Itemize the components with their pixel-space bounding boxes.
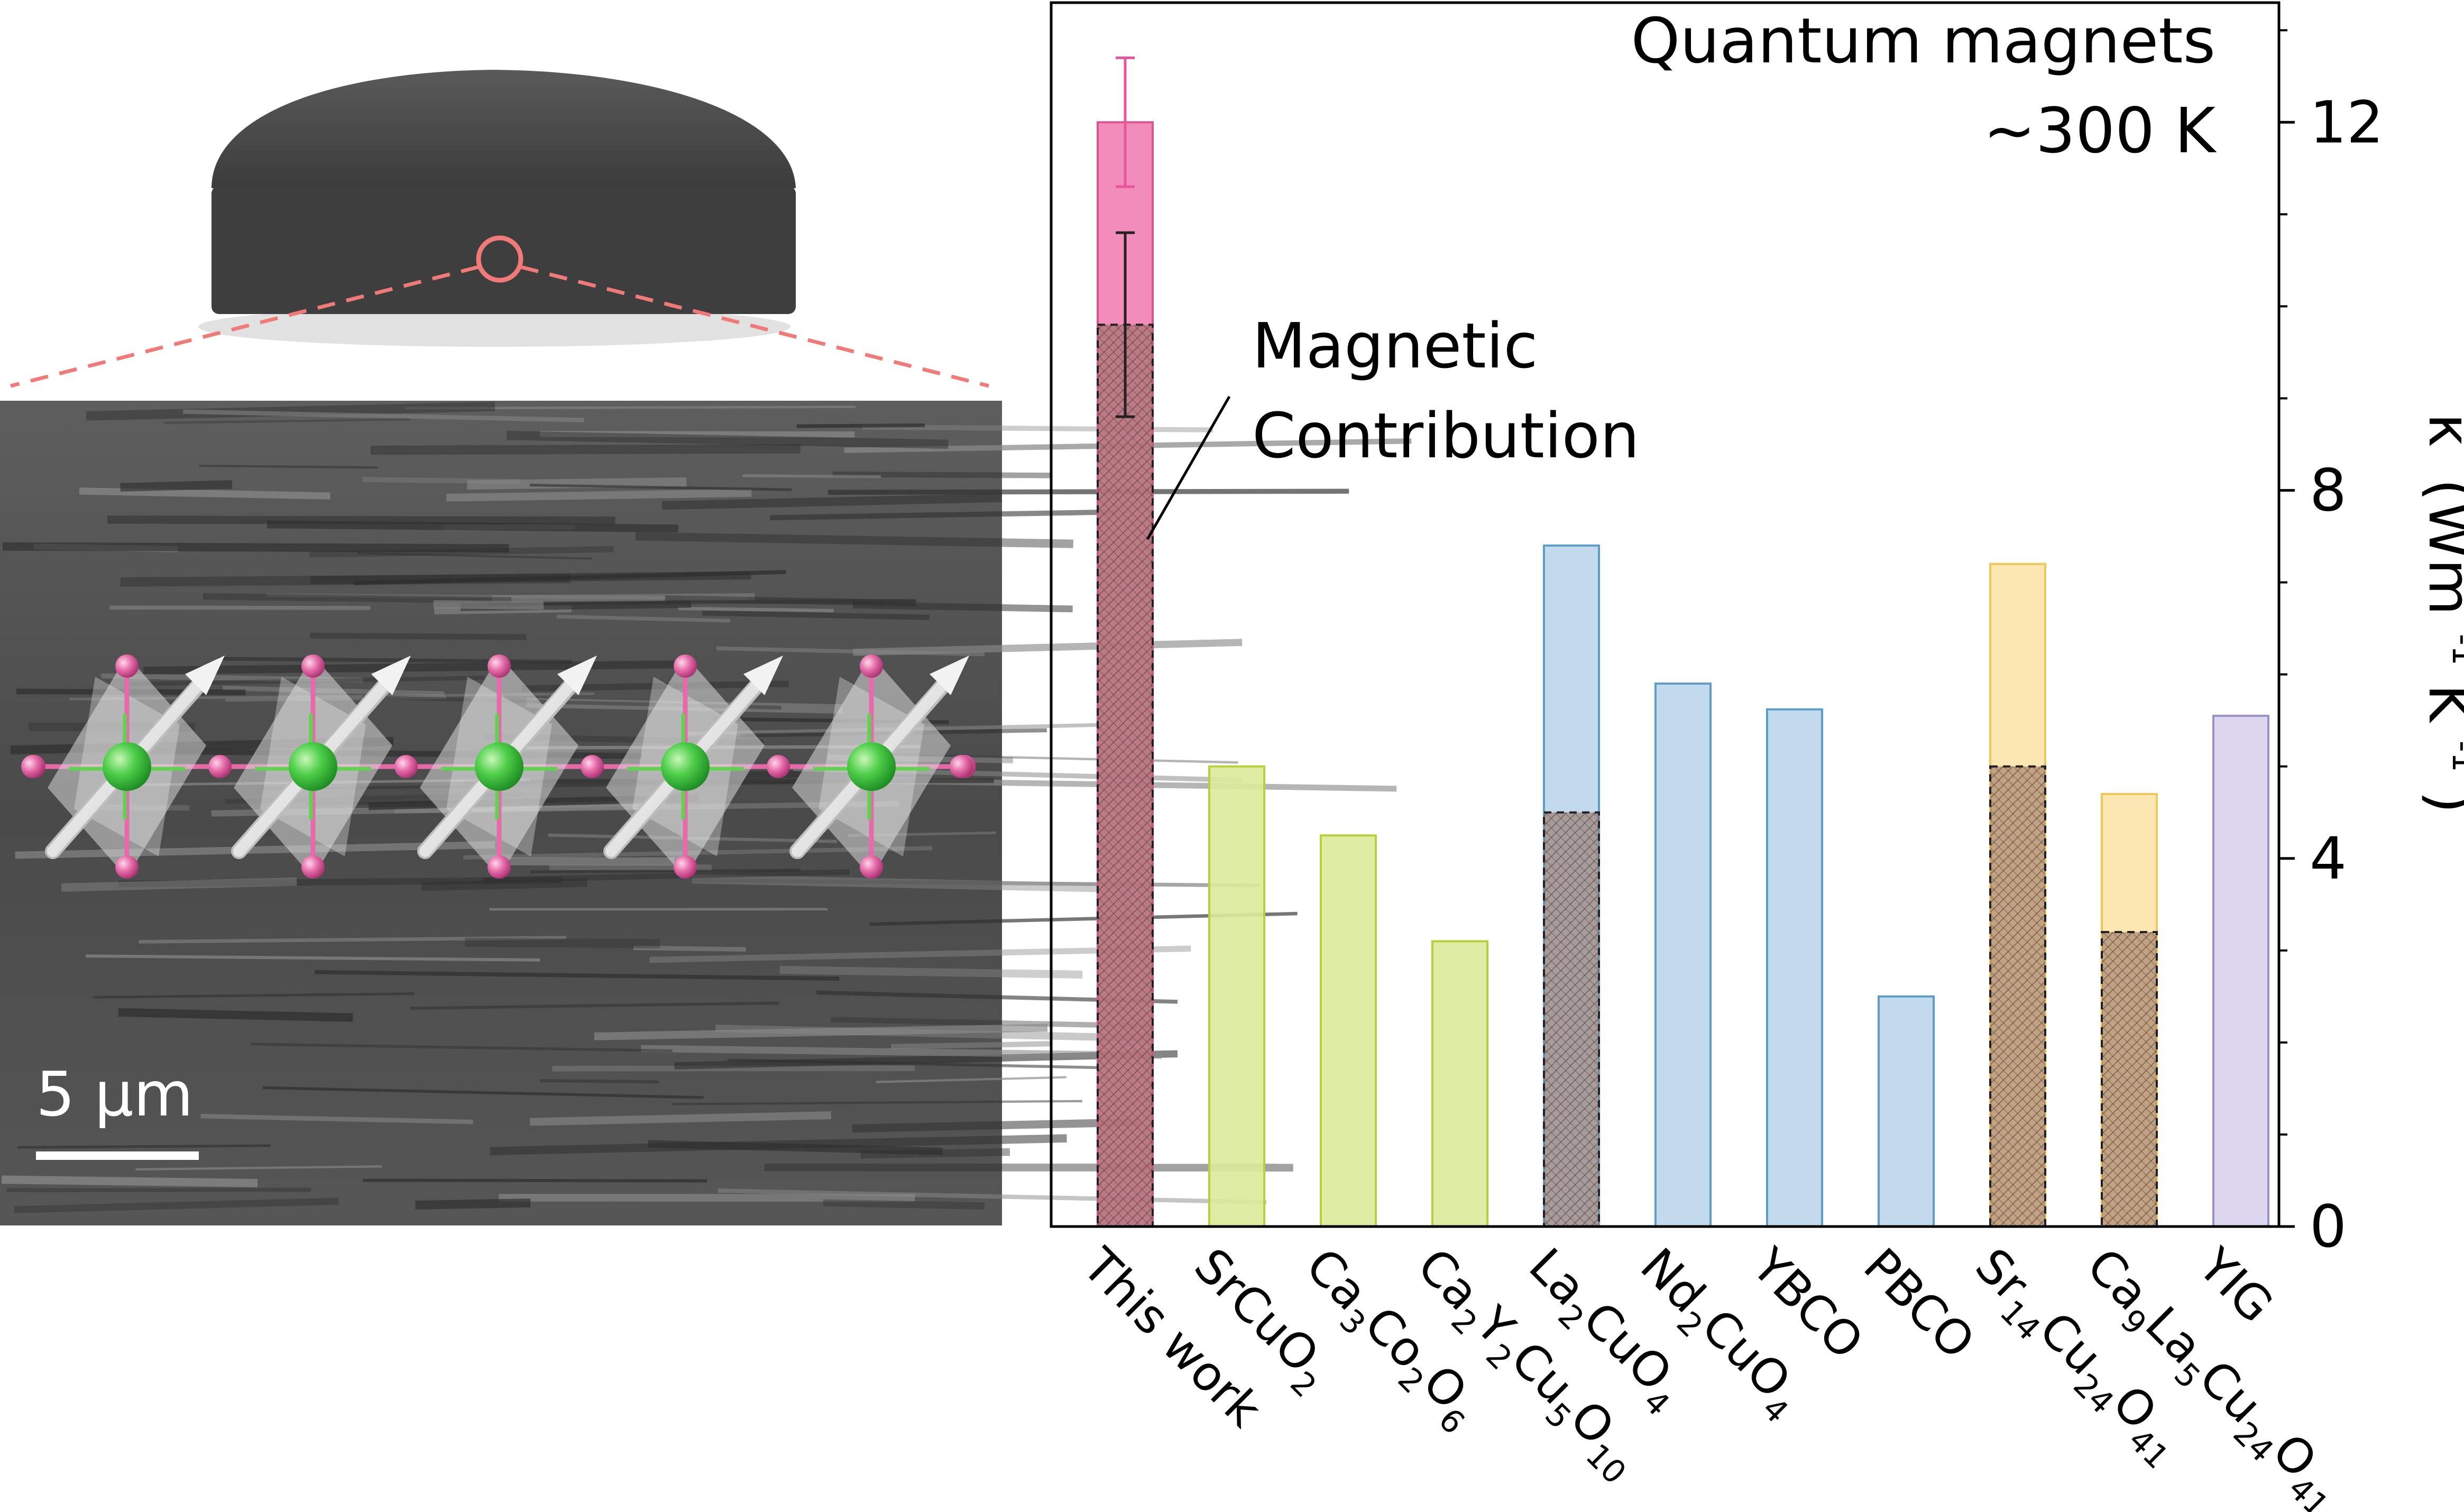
crystal-structure <box>21 654 976 879</box>
magnetic-bar-8 <box>1989 765 2046 1228</box>
annotation-contribution: Contribution <box>1252 399 1640 472</box>
y-tick-label-0: 0 <box>2310 1193 2347 1260</box>
pellet-shadow <box>198 307 790 347</box>
bar-10 <box>2212 714 2269 1228</box>
pellet-dome <box>212 70 796 188</box>
y-tick-label-1: 4 <box>2310 825 2347 892</box>
scale-bar <box>36 1151 199 1160</box>
magnetic-bar-0 <box>1097 324 1154 1228</box>
magnetic-bar-9 <box>2101 931 2158 1228</box>
annotation-temperature: ~300 K <box>1983 94 2217 167</box>
magnetic-contribution-bars <box>1097 324 2158 1228</box>
y-tick-label-3: 12 <box>2310 88 2384 156</box>
bar-6 <box>1766 708 1823 1228</box>
y-axis-label-k: K <box>2416 684 2464 724</box>
category-label-7: PBCO <box>1853 1238 1985 1370</box>
y-axis-label-unit: (Wm <box>2416 478 2464 615</box>
error-bar-0 <box>1116 56 1135 188</box>
zoom-line-left <box>10 265 479 388</box>
plot-frame <box>1050 1 2281 1228</box>
annotation-quantum-magnets: Quantum magnets <box>1631 4 2215 77</box>
y-axis-label-exp2: -1 <box>2445 741 2464 772</box>
y-axis-label-kappa: κ <box>2416 413 2464 447</box>
error-bar-1 <box>1116 231 1135 418</box>
bar-5 <box>1654 683 1712 1228</box>
annotation-leader-line <box>1146 395 1231 540</box>
bars <box>1097 121 2269 1228</box>
magnetic-bar-4 <box>1543 811 1600 1228</box>
y-axis: 0 4 8 12 <box>2279 29 2384 1260</box>
zoom-marker <box>476 235 523 283</box>
category-labels: This workSrCuO2Ca3Co2O6Ca2Y2Cu5O10La2CuO… <box>1072 1238 2336 1512</box>
bar-7 <box>1878 995 1935 1228</box>
bar-3 <box>1431 940 1488 1228</box>
bar-chart: 0 4 8 12 This workSrCuO2Ca3Co2O6Ca2Y2Cu5O10… <box>1050 1 2464 1512</box>
pellet-face <box>212 186 796 314</box>
y-axis-label-close: ) <box>2416 791 2464 814</box>
error-bars <box>1116 56 1135 418</box>
y-axis-label: κ (Wm -1 K -1 ) <box>2416 413 2464 813</box>
y-axis-label-exp1: -1 <box>2445 634 2464 666</box>
y-tick-label-2: 8 <box>2310 457 2347 524</box>
bar-2 <box>1320 834 1377 1228</box>
zoom-line-right <box>520 265 989 388</box>
category-label-10: YIG <box>2187 1238 2284 1334</box>
scale-bar-label: 5 μm <box>36 1059 193 1130</box>
inset-panel: 5 μm <box>0 70 1412 1225</box>
bar-1 <box>1208 765 1265 1228</box>
annotation-magnetic: Magnetic <box>1252 309 1538 382</box>
